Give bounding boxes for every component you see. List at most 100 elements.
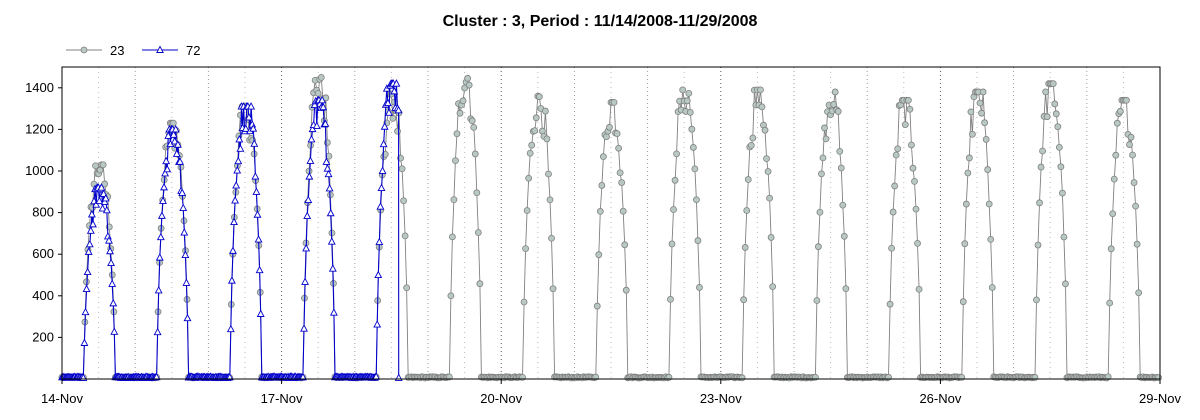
data-point (901, 121, 909, 128)
data-point (821, 124, 828, 132)
series-23 (58, 74, 1162, 382)
data-point (298, 372, 307, 381)
data-point (964, 169, 972, 177)
data-point (385, 108, 393, 116)
data-point (1059, 189, 1066, 197)
data-point (177, 163, 185, 171)
data-point (109, 298, 118, 307)
data-point (982, 136, 990, 143)
data-point (456, 109, 464, 117)
data-point (226, 324, 235, 333)
data-point (535, 93, 543, 101)
data-point (749, 134, 757, 142)
data-point (543, 135, 551, 143)
data-point (445, 373, 453, 381)
data-point (323, 164, 332, 172)
data-point (545, 170, 552, 178)
data-point (1033, 296, 1040, 304)
data-point (375, 237, 384, 246)
data-point (688, 125, 696, 133)
data-point (324, 169, 333, 178)
data-point (390, 86, 399, 95)
legend-item: 23 (66, 43, 124, 58)
x-tick-label: 14-Nov (41, 391, 83, 406)
data-point (400, 197, 408, 205)
data-point (1060, 233, 1068, 241)
data-point (834, 108, 842, 115)
data-point (380, 122, 389, 130)
data-point (1130, 179, 1138, 186)
data-point (89, 219, 97, 228)
data-point (693, 196, 700, 204)
data-point (231, 196, 240, 204)
data-point (520, 298, 528, 306)
data-point (161, 168, 170, 177)
data-point (389, 114, 397, 122)
data-point (741, 244, 749, 251)
data-point (180, 228, 189, 236)
y-tick-label: 1400 (25, 80, 54, 95)
data-point (251, 172, 260, 180)
data-point (82, 284, 91, 292)
data-point (836, 147, 844, 155)
data-point (235, 135, 244, 143)
y-tick-label: 800 (32, 205, 54, 220)
y-tick-label: 400 (32, 288, 54, 303)
data-point (978, 109, 985, 117)
data-point (325, 183, 334, 192)
data-point (593, 302, 601, 310)
data-point (769, 283, 777, 291)
y-tick-label: 600 (32, 246, 54, 261)
data-point (596, 208, 604, 215)
x-tick-label: 20-Nov (480, 391, 522, 406)
y-tick-label: 1000 (25, 163, 54, 178)
data-point (889, 208, 897, 216)
data-point (909, 164, 917, 172)
data-point (473, 189, 481, 197)
data-point (401, 232, 409, 240)
data-point (549, 285, 557, 293)
data-point (178, 188, 187, 196)
data-point (301, 277, 310, 285)
data-point (171, 124, 180, 133)
data-point (1116, 107, 1124, 115)
data-point (170, 136, 179, 145)
data-point (740, 296, 748, 304)
data-point (102, 205, 111, 214)
data-point (253, 210, 262, 218)
data-point (1110, 175, 1118, 183)
data-point (546, 196, 554, 204)
data-point (156, 232, 165, 241)
data-point (599, 153, 607, 161)
data-point (911, 177, 918, 185)
data-point (169, 130, 178, 138)
data-point (474, 229, 482, 236)
data-point (615, 144, 623, 152)
data-point (163, 164, 172, 173)
data-point (743, 207, 751, 214)
data-point (100, 197, 109, 205)
data-point (234, 156, 243, 165)
data-point (1104, 373, 1112, 381)
data-point (176, 157, 184, 165)
data-point (686, 108, 694, 116)
data-point (448, 233, 456, 241)
data-point (300, 324, 308, 332)
data-point (691, 165, 699, 173)
data-point (1113, 119, 1121, 127)
data-point (106, 246, 114, 255)
data-point (179, 203, 188, 212)
data-point (249, 124, 258, 132)
data-point (394, 105, 403, 114)
data-point (822, 135, 830, 143)
data-point (685, 89, 693, 97)
data-point (906, 105, 914, 113)
x-tick-label: 26-Nov (919, 391, 961, 406)
data-point (962, 200, 970, 208)
data-point (622, 286, 630, 294)
data-point (86, 226, 95, 234)
data-point (1135, 289, 1143, 297)
data-point (598, 182, 606, 189)
data-point (1036, 199, 1043, 207)
data-point (914, 239, 921, 247)
